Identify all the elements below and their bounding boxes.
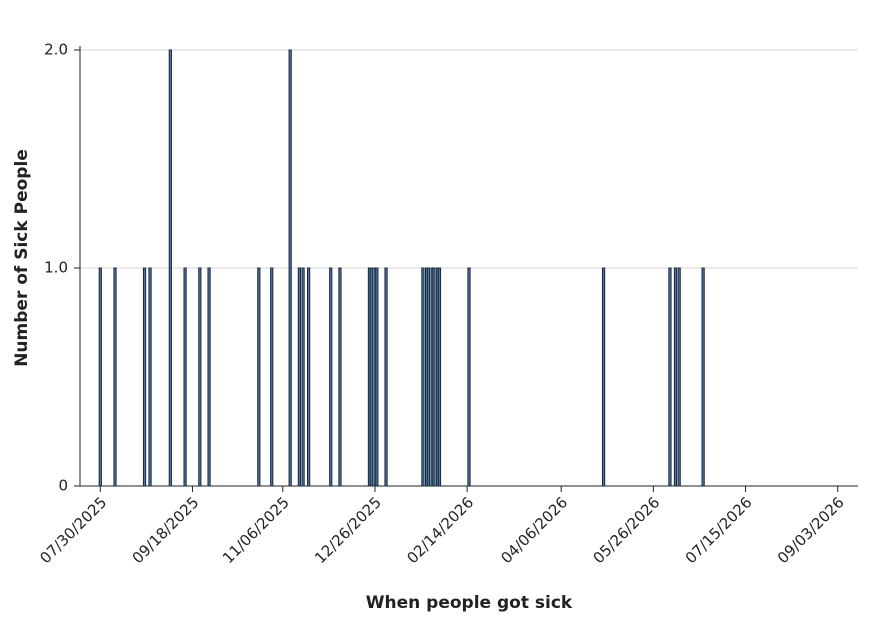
y-tick-label: 0: [58, 477, 68, 495]
bar: [432, 267, 436, 487]
bar: [168, 49, 172, 487]
bar: [307, 267, 311, 487]
bar: [329, 267, 333, 487]
x-tick-label: 12/26/2025: [311, 493, 385, 567]
bar: [301, 267, 305, 487]
y-tick-label: 1.0: [44, 259, 68, 277]
bar: [297, 267, 301, 487]
bar: [668, 267, 672, 487]
bar: [601, 267, 606, 487]
bar: [701, 267, 705, 487]
x-tick-label: 02/14/2026: [403, 493, 477, 567]
bar: [270, 267, 274, 487]
bar: [673, 267, 678, 487]
x-axis-title: When people got sick: [366, 593, 573, 613]
bar: [421, 267, 425, 487]
bar: [369, 267, 373, 487]
x-tick-label: 09/18/2025: [129, 493, 203, 567]
bar: [142, 267, 147, 487]
bar: [384, 267, 388, 487]
bar: [98, 267, 102, 487]
x-tick-label: 07/15/2026: [682, 493, 756, 567]
bar: [198, 267, 202, 487]
y-tick-label: 2.0: [44, 41, 68, 59]
x-tick-label: 05/26/2026: [590, 493, 664, 567]
bar: [375, 267, 379, 487]
bar: [677, 267, 681, 487]
bar: [467, 267, 471, 487]
x-tick-label: 11/06/2025: [219, 493, 293, 567]
bar: [437, 267, 442, 487]
x-tick-label: 07/30/2025: [36, 493, 110, 567]
x-tick-label: 04/06/2026: [497, 493, 571, 567]
bar: [183, 267, 187, 487]
bar: [113, 267, 117, 487]
bar: [288, 49, 292, 487]
bar: [426, 267, 431, 487]
bar: [338, 267, 342, 487]
x-tick-label: 09/03/2026: [774, 493, 848, 567]
y-axis-title: Number of Sick People: [12, 149, 32, 367]
bar: [148, 267, 152, 487]
bar: [257, 267, 261, 487]
bar: [207, 267, 211, 487]
